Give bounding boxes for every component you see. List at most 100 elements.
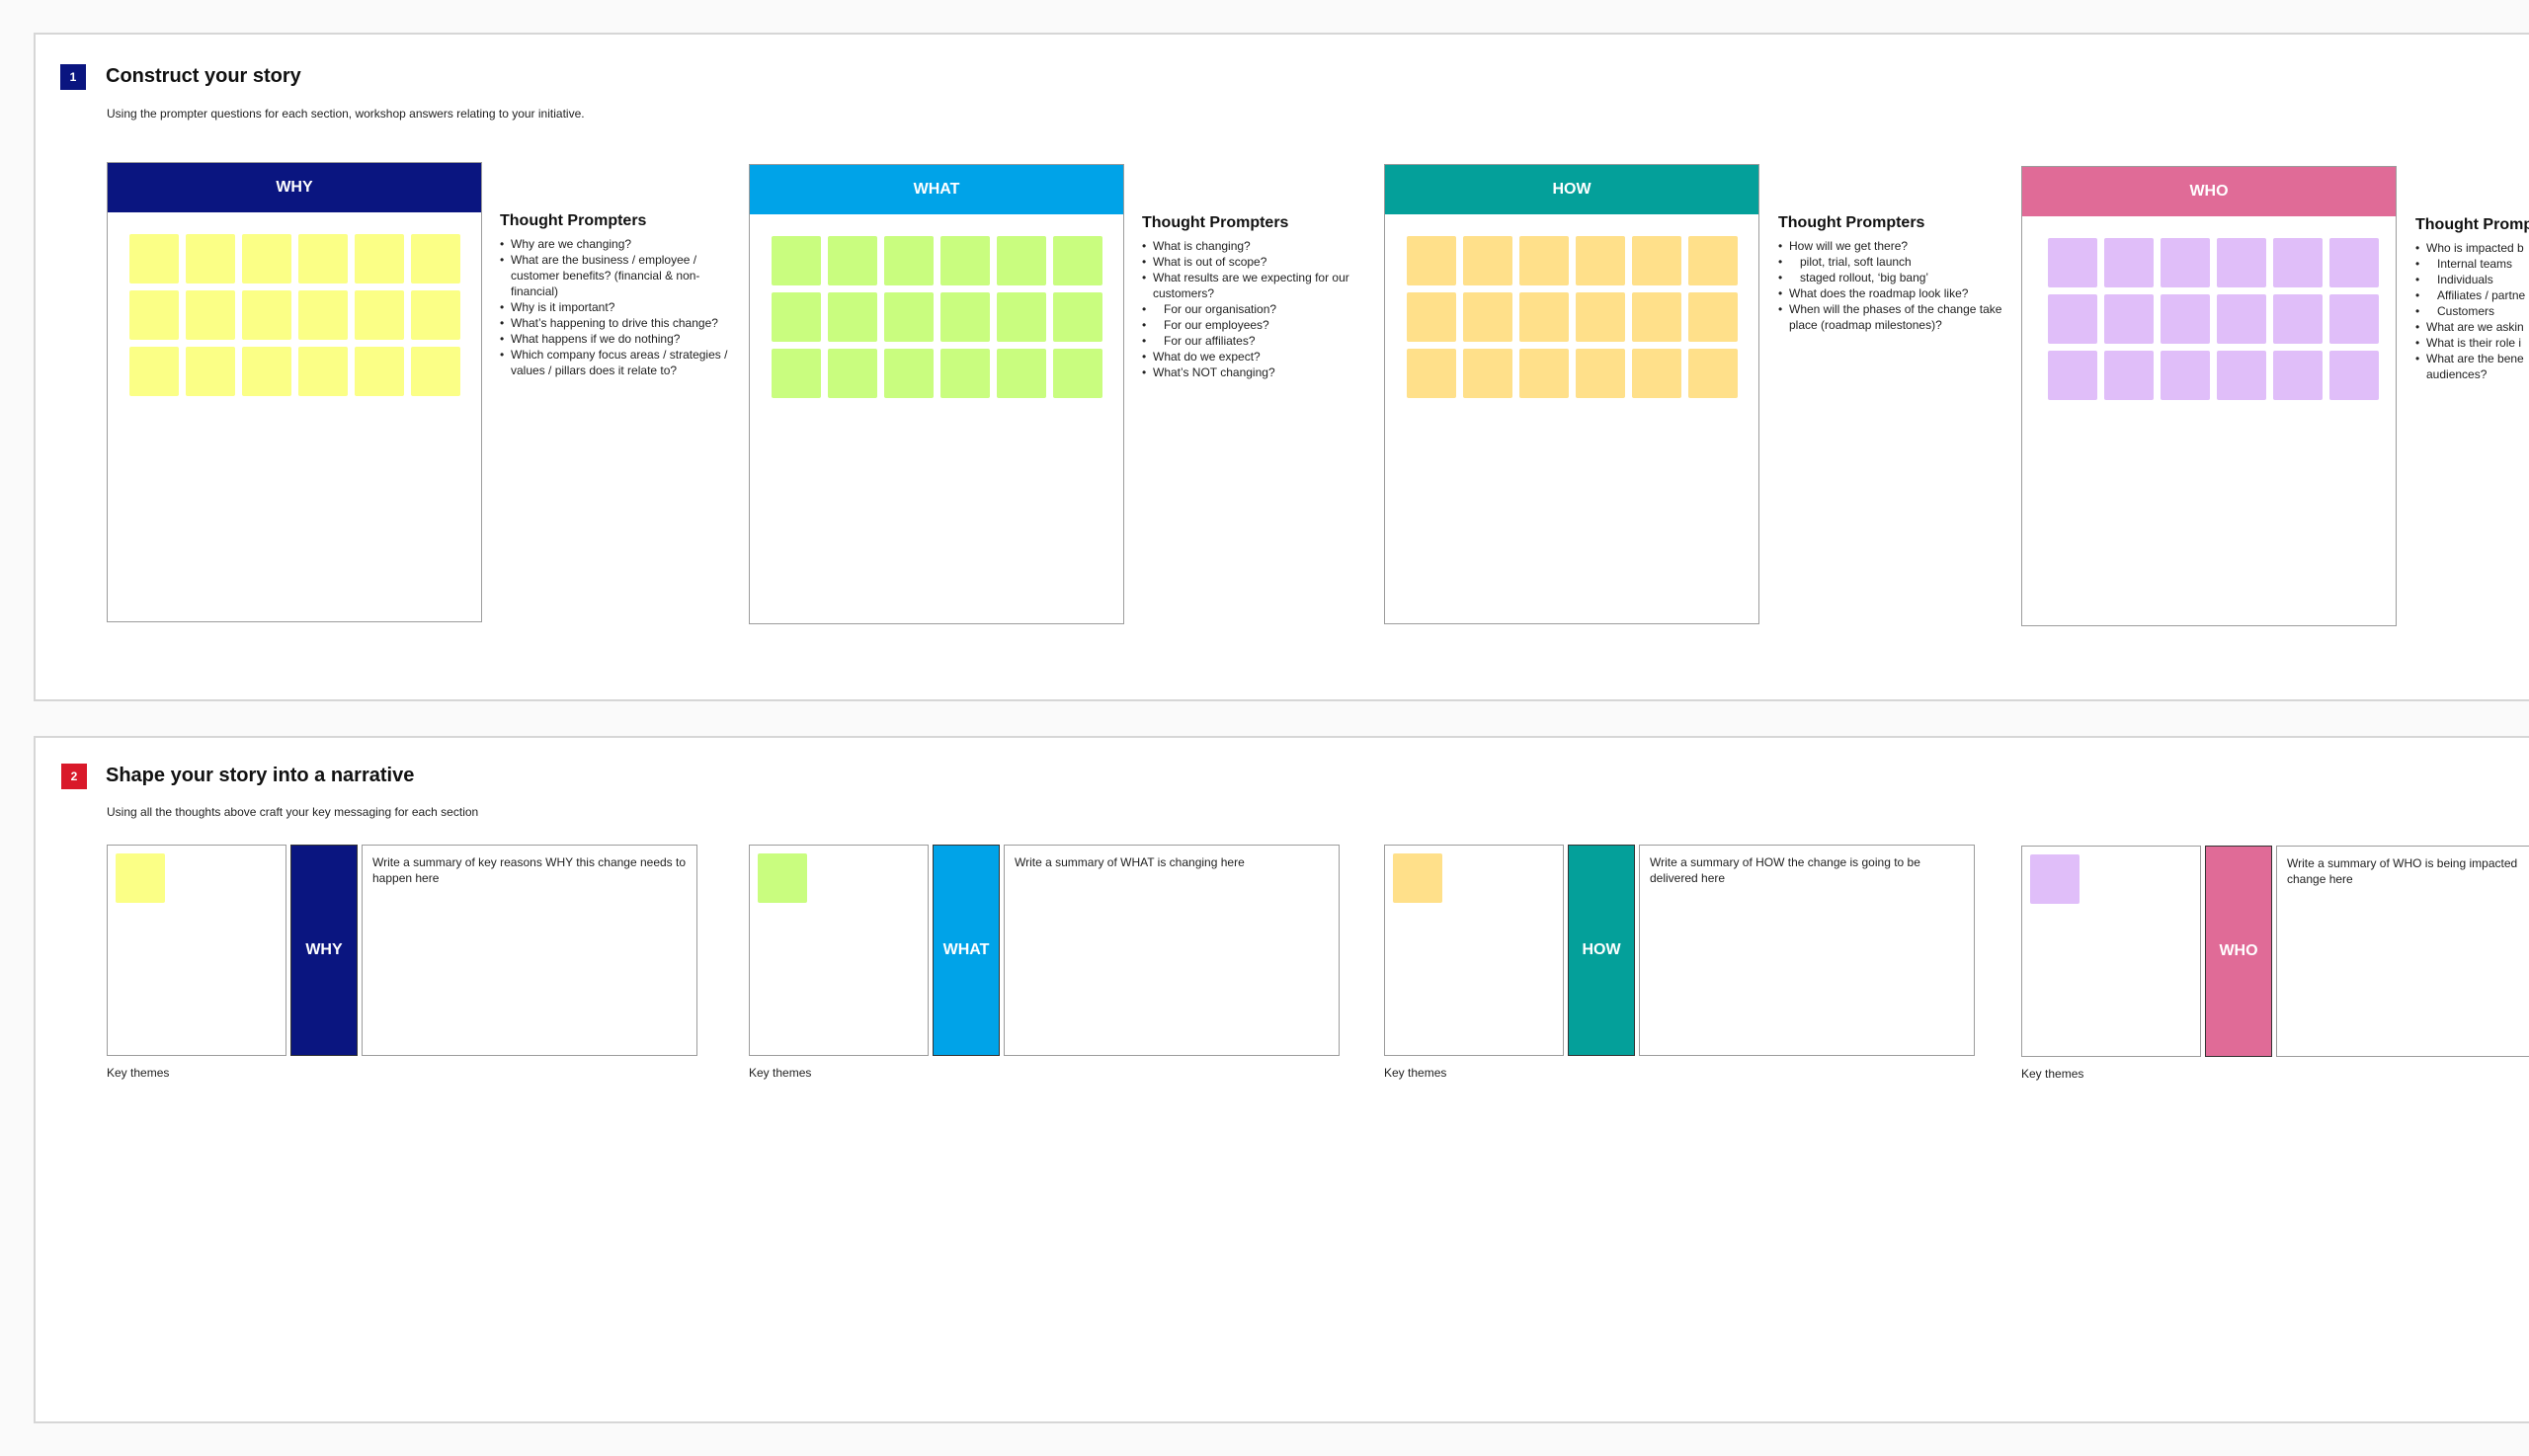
sticky-note[interactable] bbox=[1407, 349, 1456, 398]
sticky-note[interactable] bbox=[242, 290, 291, 340]
sticky-note[interactable] bbox=[997, 292, 1046, 342]
sticky-note[interactable] bbox=[2329, 351, 2379, 400]
sticky-note[interactable] bbox=[242, 347, 291, 396]
sticky-note[interactable] bbox=[828, 349, 877, 398]
sticky-note[interactable] bbox=[1576, 292, 1625, 342]
key-themes-caption: Key themes bbox=[107, 1066, 170, 1080]
how-card[interactable]: HOW bbox=[1384, 164, 1759, 624]
prompter-item: What are the bene audiences? bbox=[2415, 351, 2529, 382]
sticky-note[interactable] bbox=[2161, 351, 2210, 400]
what-key-themes-box[interactable] bbox=[749, 845, 929, 1056]
sticky-note[interactable] bbox=[828, 292, 877, 342]
sticky-note[interactable] bbox=[940, 292, 990, 342]
sticky-note[interactable] bbox=[2329, 238, 2379, 287]
sticky-note[interactable] bbox=[129, 347, 179, 396]
sticky-note[interactable] bbox=[1519, 349, 1569, 398]
section-description: Using the prompter questions for each se… bbox=[107, 107, 585, 121]
sticky-note[interactable] bbox=[1632, 236, 1681, 285]
sticky-note[interactable] bbox=[1519, 236, 1569, 285]
sticky-note[interactable] bbox=[186, 234, 235, 283]
sticky-note[interactable] bbox=[2048, 294, 2097, 344]
sticky-note[interactable] bbox=[1053, 236, 1102, 285]
who-key-themes-box[interactable] bbox=[2021, 846, 2201, 1057]
sticky-note[interactable] bbox=[758, 853, 807, 903]
narrative-frame: 2 Shape your story into a narrative Usin… bbox=[34, 736, 2529, 1423]
prompter-item: What is out of scope? bbox=[1142, 254, 1349, 270]
sticky-note[interactable] bbox=[997, 236, 1046, 285]
sticky-note[interactable] bbox=[298, 234, 348, 283]
sticky-note[interactable] bbox=[1576, 349, 1625, 398]
who-summary-box[interactable]: Write a summary of WHO is being impacted… bbox=[2276, 846, 2529, 1057]
sticky-note[interactable] bbox=[2329, 294, 2379, 344]
sticky-note[interactable] bbox=[884, 292, 934, 342]
sticky-note[interactable] bbox=[2161, 294, 2210, 344]
prompters-title: Thought Prompters bbox=[1142, 214, 1289, 231]
why-thought-prompters: Thought Prompters Why are we changing? W… bbox=[500, 212, 733, 378]
sticky-note[interactable] bbox=[1393, 853, 1442, 903]
sticky-note[interactable] bbox=[1463, 292, 1512, 342]
sticky-note[interactable] bbox=[411, 347, 460, 396]
why-summary-box[interactable]: Write a summary of key reasons WHY this … bbox=[362, 845, 697, 1056]
sticky-note[interactable] bbox=[772, 236, 821, 285]
sticky-note[interactable] bbox=[129, 290, 179, 340]
sticky-note[interactable] bbox=[1688, 236, 1738, 285]
sticky-note[interactable] bbox=[2217, 294, 2266, 344]
sticky-note[interactable] bbox=[1463, 236, 1512, 285]
sticky-note[interactable] bbox=[355, 347, 404, 396]
prompter-item: Why is it important? bbox=[500, 299, 733, 315]
sticky-note[interactable] bbox=[186, 347, 235, 396]
what-card[interactable]: WHAT bbox=[749, 164, 1124, 624]
sticky-note[interactable] bbox=[298, 290, 348, 340]
sticky-note[interactable] bbox=[1576, 236, 1625, 285]
sticky-note[interactable] bbox=[1407, 292, 1456, 342]
sticky-note[interactable] bbox=[242, 234, 291, 283]
sticky-note[interactable] bbox=[411, 234, 460, 283]
sticky-note[interactable] bbox=[884, 349, 934, 398]
sticky-note[interactable] bbox=[1463, 349, 1512, 398]
sticky-note[interactable] bbox=[355, 234, 404, 283]
sticky-note[interactable] bbox=[116, 853, 165, 903]
sticky-note[interactable] bbox=[772, 292, 821, 342]
sticky-note[interactable] bbox=[828, 236, 877, 285]
what-summary-box[interactable]: Write a summary of WHAT is changing here bbox=[1004, 845, 1340, 1056]
sticky-note[interactable] bbox=[2273, 294, 2323, 344]
sticky-note[interactable] bbox=[1053, 349, 1102, 398]
sticky-note[interactable] bbox=[2104, 351, 2154, 400]
sticky-note[interactable] bbox=[1053, 292, 1102, 342]
sticky-note[interactable] bbox=[2104, 294, 2154, 344]
key-themes-caption: Key themes bbox=[749, 1066, 812, 1080]
sticky-note[interactable] bbox=[2104, 238, 2154, 287]
sticky-note[interactable] bbox=[2030, 854, 2080, 904]
why-card[interactable]: WHY bbox=[107, 162, 482, 622]
sticky-note[interactable] bbox=[1632, 349, 1681, 398]
sticky-note[interactable] bbox=[186, 290, 235, 340]
who-sticky-grid bbox=[2048, 238, 2380, 400]
sticky-note[interactable] bbox=[1519, 292, 1569, 342]
sticky-note[interactable] bbox=[129, 234, 179, 283]
key-themes-caption: Key themes bbox=[2021, 1067, 2084, 1081]
sticky-note[interactable] bbox=[997, 349, 1046, 398]
sticky-note[interactable] bbox=[772, 349, 821, 398]
sticky-note[interactable] bbox=[2273, 351, 2323, 400]
sticky-note[interactable] bbox=[884, 236, 934, 285]
how-key-themes-box[interactable] bbox=[1384, 845, 1564, 1056]
sticky-note[interactable] bbox=[1407, 236, 1456, 285]
how-card-header: HOW bbox=[1385, 165, 1758, 214]
sticky-note[interactable] bbox=[411, 290, 460, 340]
sticky-note[interactable] bbox=[2161, 238, 2210, 287]
sticky-note[interactable] bbox=[1632, 292, 1681, 342]
sticky-note[interactable] bbox=[1688, 292, 1738, 342]
sticky-note[interactable] bbox=[298, 347, 348, 396]
sticky-note[interactable] bbox=[2048, 238, 2097, 287]
sticky-note[interactable] bbox=[2217, 351, 2266, 400]
sticky-note[interactable] bbox=[2048, 351, 2097, 400]
who-card[interactable]: WHO bbox=[2021, 166, 2397, 626]
sticky-note[interactable] bbox=[940, 349, 990, 398]
why-key-themes-box[interactable] bbox=[107, 845, 286, 1056]
sticky-note[interactable] bbox=[2217, 238, 2266, 287]
sticky-note[interactable] bbox=[1688, 349, 1738, 398]
how-summary-box[interactable]: Write a summary of HOW the change is goi… bbox=[1639, 845, 1975, 1056]
sticky-note[interactable] bbox=[940, 236, 990, 285]
sticky-note[interactable] bbox=[2273, 238, 2323, 287]
sticky-note[interactable] bbox=[355, 290, 404, 340]
